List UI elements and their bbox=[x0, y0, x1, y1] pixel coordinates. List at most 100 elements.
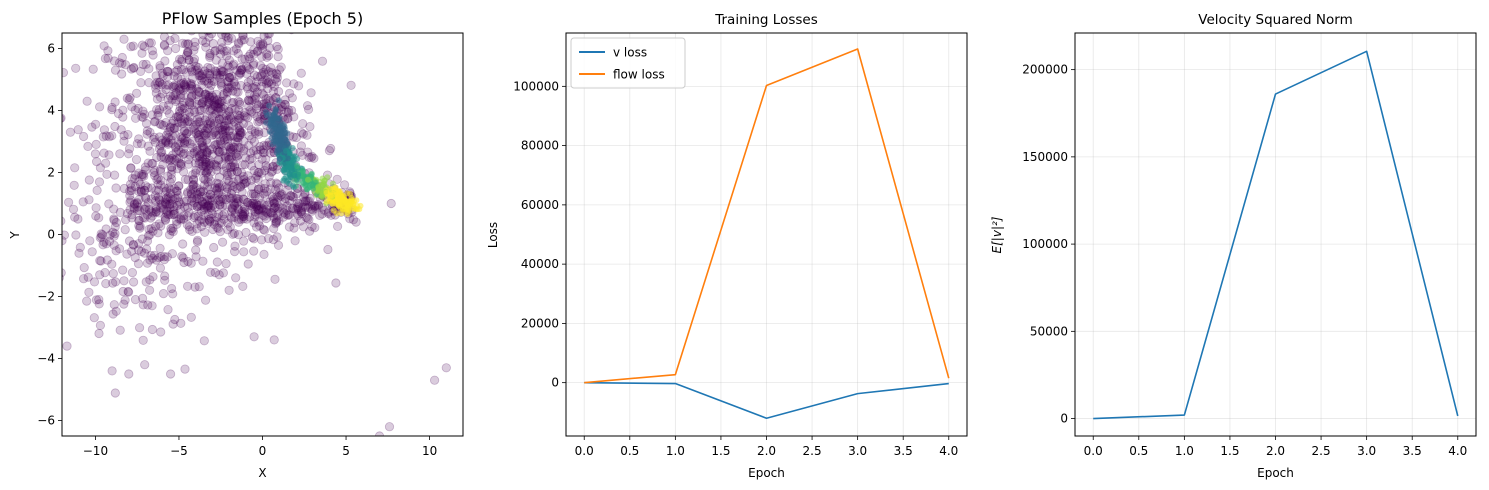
scatter-point bbox=[175, 85, 185, 95]
scatter-point bbox=[247, 134, 257, 144]
scatter-point bbox=[189, 57, 199, 67]
scatter-point bbox=[233, 137, 243, 147]
legend-label-flow-loss: flow loss bbox=[613, 68, 665, 82]
scatter-point bbox=[209, 193, 220, 203]
scatter-point bbox=[247, 107, 257, 117]
scatter-point bbox=[222, 51, 232, 61]
x-tick-label: 1.5 bbox=[711, 444, 730, 458]
scatter-point bbox=[194, 87, 204, 97]
scatter-point bbox=[205, 92, 215, 102]
scatter-point bbox=[215, 227, 225, 237]
scatter-point bbox=[238, 172, 249, 182]
scatter-point bbox=[212, 99, 223, 109]
scatter-point bbox=[202, 76, 212, 86]
scatter-point bbox=[243, 63, 253, 73]
scatter-point bbox=[229, 77, 239, 87]
scatter-point bbox=[169, 123, 179, 133]
scatter-point bbox=[210, 66, 220, 76]
scatter-point bbox=[247, 153, 257, 163]
scatter-point bbox=[273, 86, 284, 97]
scatter-point bbox=[150, 117, 160, 127]
scatter-point bbox=[204, 159, 214, 169]
scatter-point bbox=[240, 159, 250, 170]
x-tick-label: 2.0 bbox=[1266, 444, 1285, 458]
scatter-point bbox=[245, 54, 255, 64]
scatter-point bbox=[221, 162, 231, 172]
scatter-point bbox=[197, 98, 207, 108]
scatter-point bbox=[158, 160, 168, 170]
scatter-point bbox=[148, 50, 158, 60]
scatter-point bbox=[273, 193, 283, 203]
scatter-point bbox=[174, 106, 184, 116]
scatter-point bbox=[286, 105, 297, 116]
scatter-point bbox=[250, 90, 260, 100]
scatter-point bbox=[92, 185, 102, 195]
scatter-point bbox=[174, 145, 184, 155]
scatter-point bbox=[209, 118, 219, 128]
y-tick-label: 6 bbox=[47, 42, 55, 56]
scatter-point bbox=[197, 141, 207, 151]
scatter-point bbox=[303, 104, 314, 115]
scatter-point bbox=[123, 130, 133, 140]
scatter-point bbox=[218, 114, 228, 124]
scatter-point bbox=[187, 92, 197, 102]
scatter-point bbox=[305, 193, 315, 203]
scatter-point bbox=[62, 114, 65, 123]
scatter-point bbox=[272, 106, 279, 112]
scatter-point bbox=[146, 213, 156, 223]
scatter-point bbox=[172, 59, 182, 70]
scatter-point bbox=[233, 115, 243, 125]
scatter-point bbox=[151, 221, 161, 231]
scatter-point bbox=[253, 149, 263, 160]
scatter-point bbox=[198, 154, 208, 164]
scatter-point bbox=[156, 148, 166, 158]
scatter-point bbox=[187, 79, 197, 89]
scatter-point bbox=[205, 73, 215, 84]
scatter-point bbox=[157, 138, 167, 149]
scatter-point bbox=[192, 65, 202, 75]
scatter-point bbox=[163, 171, 173, 181]
scatter-point bbox=[247, 182, 257, 192]
scatter-point bbox=[192, 114, 202, 124]
scatter-point bbox=[227, 162, 237, 172]
scatter-point bbox=[351, 217, 361, 227]
scatter-point bbox=[204, 94, 214, 104]
scatter-point bbox=[234, 113, 244, 123]
scatter-point bbox=[117, 52, 127, 63]
scatter-point bbox=[268, 211, 278, 221]
velocity-x-label: Epoch bbox=[1257, 466, 1294, 480]
scatter-point bbox=[305, 176, 311, 183]
scatter-point bbox=[241, 177, 252, 187]
y-tick-label: 0 bbox=[47, 228, 55, 242]
scatter-point bbox=[62, 268, 66, 278]
scatter-point bbox=[210, 216, 220, 226]
scatter-point bbox=[207, 76, 217, 86]
scatter-point bbox=[202, 195, 212, 205]
scatter-point bbox=[249, 45, 259, 55]
scatter-point bbox=[102, 169, 112, 179]
scatter-point bbox=[202, 166, 213, 176]
scatter-point bbox=[315, 210, 325, 220]
scatter-point bbox=[223, 33, 233, 43]
losses-y-label: Loss bbox=[486, 222, 500, 248]
x-tick-label: 2.0 bbox=[757, 444, 776, 458]
scatter-point bbox=[199, 130, 209, 140]
scatter-point bbox=[266, 62, 276, 73]
y-tick-label: −2 bbox=[37, 290, 55, 304]
scatter-point bbox=[183, 175, 193, 185]
scatter-point bbox=[214, 183, 225, 193]
scatter-point bbox=[217, 81, 227, 92]
scatter-point bbox=[211, 160, 221, 170]
scatter-point bbox=[145, 146, 155, 156]
scatter-point bbox=[267, 192, 277, 202]
scatter-point bbox=[84, 287, 94, 297]
scatter-point bbox=[121, 60, 131, 70]
scatter-point bbox=[280, 100, 290, 110]
scatter-point bbox=[102, 255, 112, 265]
scatter-point bbox=[117, 69, 127, 79]
scatter-point bbox=[232, 166, 242, 177]
scatter-point bbox=[212, 212, 222, 222]
scatter-point bbox=[194, 193, 204, 204]
scatter-point bbox=[171, 88, 181, 98]
scatter-point bbox=[120, 225, 130, 235]
